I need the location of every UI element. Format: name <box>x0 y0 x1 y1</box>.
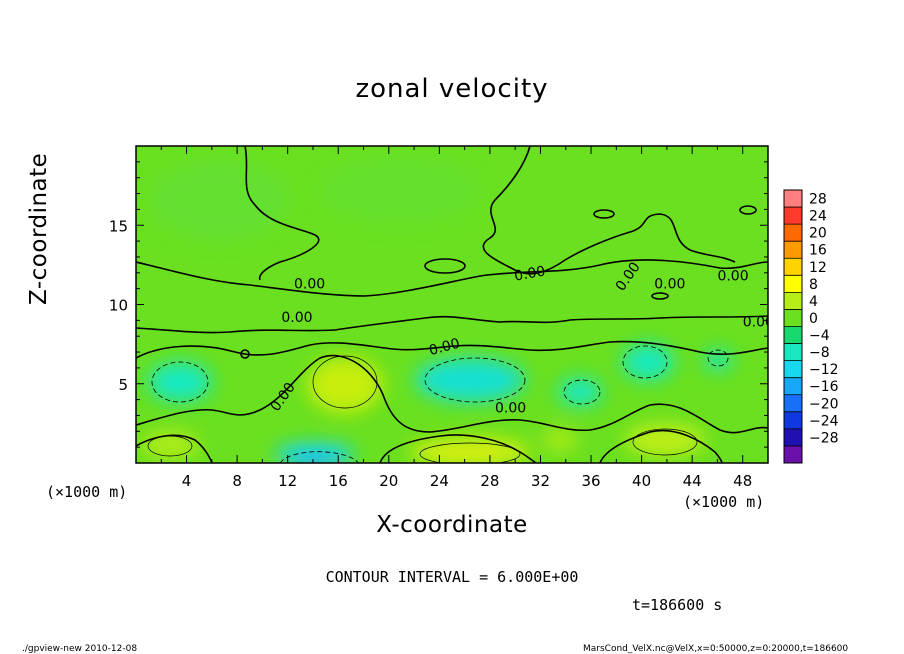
colorbar-swatch <box>784 377 802 396</box>
colorbar-label: −20 <box>809 396 839 412</box>
colorbar-swatch <box>784 309 802 327</box>
contour-label: 0.00 <box>281 310 312 326</box>
x-unit-label-left: (×1000 m) <box>46 483 128 501</box>
footer-right: MarsCond_VelX.nc@VelX,x=0:50000,z=0:2000… <box>583 644 849 654</box>
x-tick-label: 4 <box>182 472 192 490</box>
contour-lines <box>136 146 768 463</box>
x-axis-ticks <box>160 146 744 463</box>
y-tick-label: 5 <box>118 376 128 394</box>
x-tick-label: 8 <box>232 472 242 490</box>
x-tick-label: 44 <box>683 472 702 490</box>
colorbar-label: 20 <box>809 226 827 242</box>
colorbar-swatch <box>784 190 802 208</box>
x-tick-label: 24 <box>430 472 449 490</box>
x-tick-label: 12 <box>278 472 297 490</box>
colorbar-swatch <box>784 241 802 259</box>
chart-title: zonal velocity <box>355 74 549 104</box>
colorbar-label: −8 <box>809 345 830 361</box>
colorbar-swatch <box>784 258 802 276</box>
x-tick-label: 16 <box>329 472 348 490</box>
positive-contours <box>147 355 698 463</box>
negative-contours <box>151 345 729 463</box>
contour-label: 0.00 <box>495 400 526 416</box>
colorbar-swatch <box>784 411 802 430</box>
colorbar-label: −16 <box>809 379 839 395</box>
colorbar-swatch <box>784 445 802 464</box>
colorbar-swatch <box>784 207 802 225</box>
colorbar-swatch <box>784 428 802 447</box>
contour-interval-text: CONTOUR INTERVAL = 6.000E+00 <box>325 568 579 586</box>
contour-label: 0.00 <box>743 315 774 331</box>
colorbar-label: 8 <box>809 277 818 293</box>
colorbar-swatch <box>784 326 802 345</box>
contour-label: 0.00 <box>427 336 461 360</box>
colorbar-label: −4 <box>809 328 830 344</box>
y-tick-label: 15 <box>109 217 128 235</box>
contour-label: 0.00 <box>513 263 546 284</box>
colorbar-label: 24 <box>809 209 827 225</box>
colorbar-label: 28 <box>809 192 827 208</box>
colorbar-swatch <box>784 224 802 242</box>
colorbar-swatch <box>784 394 802 413</box>
footer-left: ./gpview-new 2010-12-08 <box>22 644 138 654</box>
contour-label: 0.00 <box>717 269 748 285</box>
colorbar-label: −24 <box>809 413 839 429</box>
contour-label: 0.00 <box>654 277 685 293</box>
y-axis-label: Z-coordinate <box>26 152 52 305</box>
x-axis-label: X-coordinate <box>376 512 528 538</box>
colorbar <box>783 189 803 464</box>
colorbar-label: −28 <box>809 430 839 446</box>
colorbar-swatch <box>784 275 802 293</box>
y-axis-ticks <box>136 161 768 448</box>
contour-label: 0.00 <box>294 277 325 293</box>
colorbar-swatch <box>784 343 802 362</box>
time-label: t=186600 s <box>632 596 723 614</box>
y-tick-label: 10 <box>109 297 128 315</box>
x-tick-label: 28 <box>480 472 499 490</box>
field-shading <box>140 155 732 463</box>
colorbar-label: −12 <box>809 362 839 378</box>
x-tick-label: 48 <box>733 472 752 490</box>
colorbar-swatch <box>784 360 802 379</box>
x-tick-label: 40 <box>632 472 651 490</box>
colorbar-label: 0 <box>809 311 818 327</box>
x-tick-label: 36 <box>581 472 600 490</box>
colorbar-label: 16 <box>809 243 827 259</box>
colorbar-swatch <box>784 292 802 310</box>
colorbar-label: 12 <box>809 260 827 276</box>
x-tick-label: 20 <box>379 472 398 490</box>
colorbar-label: 4 <box>809 294 818 310</box>
x-unit-label-right: (×1000 m) <box>683 493 765 511</box>
x-tick-label: 32 <box>531 472 550 490</box>
